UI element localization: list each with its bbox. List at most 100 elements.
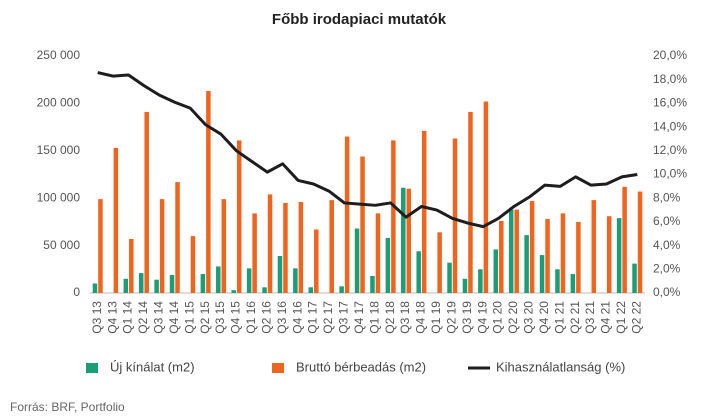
legend-swatch [272,363,284,373]
bar [283,202,288,293]
legend-label: Bruttó bérbeadás (m2) [296,359,426,374]
x-tick-label: Q4 17 [352,301,366,334]
x-tick-label: Q2 18 [383,301,397,334]
bar [221,199,227,293]
bar [406,188,412,293]
y2-tick-label: 4,0% [653,238,681,252]
line [97,71,638,229]
y-tick-label: 250 000 [37,48,81,62]
bar [421,130,427,293]
x-tick-label: Q1 22 [614,301,628,334]
bar [129,238,134,293]
bar [298,201,304,293]
bar [416,251,421,293]
bar [401,187,406,293]
bar [262,287,267,293]
x-tick-label: Q3 20 [522,301,536,334]
x-tick-label: Q3 16 [275,301,289,334]
x-tick-label: Q1 18 [367,301,381,334]
y2-tick-label: 6,0% [653,214,681,228]
chart-title: Főbb irodapiaci mutatók [272,11,447,28]
x-tick-label: Q2 17 [321,301,335,334]
x-tick-label: Q1 19 [429,301,443,334]
y2-tick-label: 8,0% [653,190,681,204]
bar [252,213,257,293]
bar [478,269,483,293]
x-tick-label: Q2 21 [568,301,582,334]
x-tick-label: Q2 19 [444,301,458,334]
bar [452,138,458,293]
bar [98,199,103,293]
bar [545,219,550,293]
bar [169,274,175,293]
bar [231,290,236,293]
x-tick-label: Q4 20 [537,301,551,334]
bar [190,236,196,293]
y-tick-label: 100 000 [37,190,81,204]
bar [632,263,637,293]
legend-label: Új kínálat (m2) [110,359,195,374]
bar [200,274,206,293]
bar [539,255,545,293]
x-tick-label: Q1 14 [121,301,135,334]
y2-tick-label: 18,0% [653,72,687,86]
bar [354,228,360,293]
bar [524,235,529,293]
x-tick-label: Q3 18 [398,301,412,334]
bar [206,91,211,294]
bar [314,229,319,293]
x-tick-label: Q4 14 [167,301,181,334]
bar [637,191,643,293]
bar [360,156,365,293]
y2-tick-label: 2,0% [653,261,681,275]
bar [236,140,242,293]
x-tick-label: Q1 15 [182,301,196,334]
x-tick-label: Q2 16 [259,301,273,334]
x-tick-label: Q3 13 [90,301,104,334]
x-tick-label: Q1 20 [491,301,505,334]
bar [113,147,119,293]
x-tick-label: Q4 18 [414,301,428,334]
x-tick-label: Q4 16 [290,301,304,334]
bar [508,209,514,293]
y-tick-label: 150 000 [37,143,81,157]
bar [468,111,473,293]
bar [339,286,344,293]
source: Forrás: BRF, Portfolio [10,400,125,414]
y2-tick-label: 14,0% [653,119,687,133]
x-tick-label: Q1 16 [244,301,258,334]
y2-tick-label: 12,0% [653,143,687,157]
bar [123,278,129,293]
bar [92,283,98,293]
bar [555,269,560,293]
bar [437,232,442,293]
x-tick-label: Q2 20 [506,301,520,334]
bar [375,213,381,293]
x-tick-label: Q3 21 [583,301,597,334]
x-tick-label: Q3 17 [337,301,351,334]
x-tick-label: Q4 13 [105,301,119,334]
bar [591,200,597,293]
bar [447,262,452,293]
x-tick-label: Q1 17 [306,301,320,334]
x-tick-label: Q2 15 [198,301,212,334]
bar [308,287,314,293]
bar [493,249,499,293]
bar [267,194,273,293]
y-tick-label: 50 000 [43,238,80,252]
bar [385,238,391,293]
x-tick-label: Q3 19 [460,301,474,334]
bar [622,186,627,293]
bar [391,140,396,293]
y-tick-label: 200 000 [37,96,81,110]
bar [144,111,149,293]
x-tick-label: Q2 22 [629,301,643,334]
bar [499,220,504,293]
bar [159,199,165,293]
bar [560,213,566,293]
x-tick-label: Q4 21 [599,301,613,334]
x-tick-label: Q3 14 [152,301,166,334]
x-tick-label: Q4 15 [229,301,243,334]
x-tick-label: Q4 19 [475,301,489,334]
